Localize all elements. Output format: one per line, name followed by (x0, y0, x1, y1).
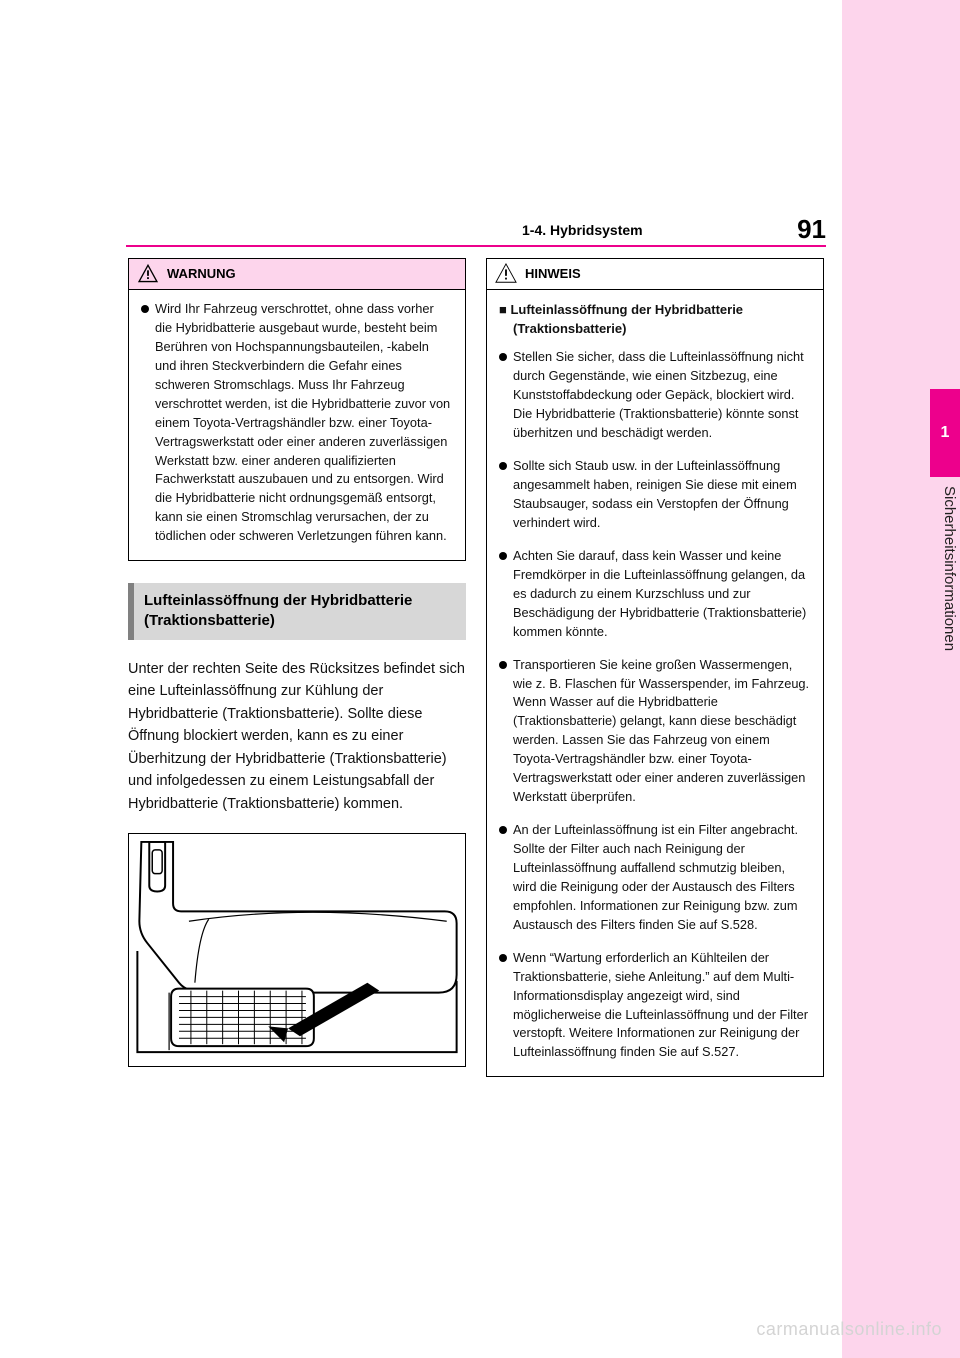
warnung-callout: WARNUNG Wird Ihr Fahrzeug verschrottet, … (128, 258, 466, 561)
hinweis-header: HINWEIS (487, 259, 823, 290)
list-item: An der Lufteinlassöffnung ist ein Filter… (499, 821, 811, 935)
list-item: Wird Ihr Fahrzeug verschrottet, ohne das… (141, 300, 453, 546)
right-column: HINWEIS Lufteinlassöffnung der Hybridbat… (486, 258, 824, 1077)
left-column: WARNUNG Wird Ihr Fahrzeug verschrottet, … (128, 258, 466, 1067)
hinweis-subheading: Lufteinlassöffnung der Hybridbatterie (T… (499, 300, 811, 338)
header-rule (126, 245, 826, 247)
hinweis-list: Stellen Sie sicher, dass die Lufteinlass… (499, 348, 811, 1062)
list-item: Sollte sich Staub usw. in der Lufteinlas… (499, 457, 811, 533)
page-number: 91 (797, 214, 826, 245)
chapter-number-tab: 1 (930, 389, 960, 477)
list-item: Achten Sie darauf, dass kein Wasser und … (499, 547, 811, 642)
list-item: Transportieren Sie keine großen Wasserme… (499, 656, 811, 808)
chapter-tab-column: 1 Sicherheitsinformationen (842, 0, 960, 1358)
watermark: carmanualsonline.info (756, 1319, 942, 1340)
body-paragraph: Unter der rechten Seite des Rücksitzes b… (128, 658, 466, 815)
illustration-svg (129, 834, 465, 1066)
header-section-label: 1-4. Hybridsystem (522, 222, 643, 238)
chapter-title-vertical: Sicherheitsinformationen (932, 486, 958, 736)
list-item: Stellen Sie sicher, dass die Lufteinlass… (499, 348, 811, 443)
warning-triangle-outline-icon (495, 263, 517, 283)
hinweis-callout: HINWEIS Lufteinlassöffnung der Hybridbat… (486, 258, 824, 1077)
air-inlet-illustration (128, 833, 466, 1067)
warnung-header: WARNUNG (129, 259, 465, 290)
warnung-body: Wird Ihr Fahrzeug verschrottet, ohne das… (129, 290, 465, 560)
manual-page: 1 Sicherheitsinformationen 1-4. Hybridsy… (0, 0, 960, 1358)
warnung-list: Wird Ihr Fahrzeug verschrottet, ohne das… (141, 300, 453, 546)
warnung-title: WARNUNG (167, 266, 236, 281)
list-item: Wenn “Wartung erforderlich an Kühlteilen… (499, 949, 811, 1063)
warning-triangle-filled-icon (137, 263, 159, 283)
hinweis-body: Lufteinlassöffnung der Hybridbatterie (T… (487, 290, 823, 1076)
hinweis-title: HINWEIS (525, 266, 581, 281)
section-heading: Lufteinlassöffnung der Hybridbatterie (T… (128, 583, 466, 640)
